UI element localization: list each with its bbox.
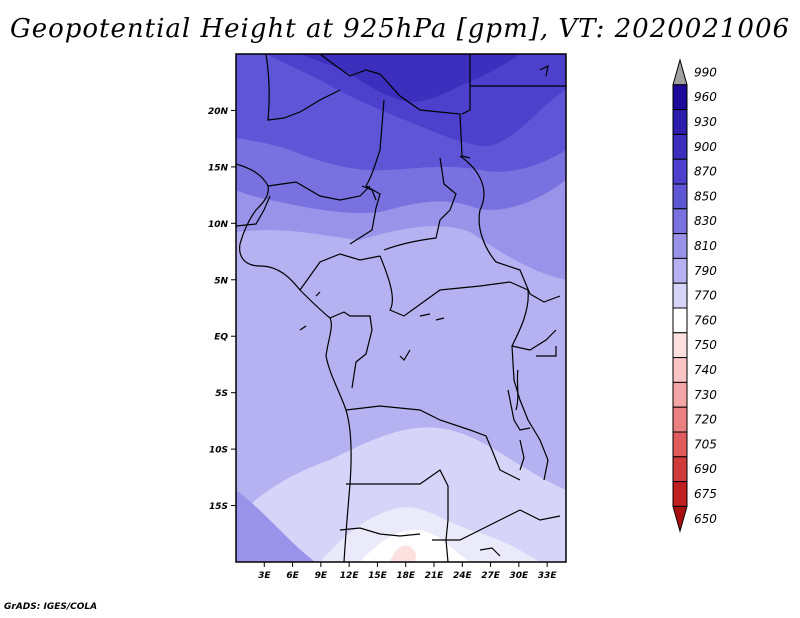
colorbar-swatch (672, 233, 688, 259)
lon-tick-label: 15E (368, 571, 388, 581)
colorbar-label: 650 (694, 512, 717, 526)
lat-tick-label: 10S (209, 446, 228, 456)
colorbar-label: 900 (694, 140, 717, 154)
colorbar-swatch (672, 208, 688, 235)
colorbar-swatch (672, 257, 688, 284)
colorbar-label: 750 (694, 338, 717, 352)
map-frame (235, 53, 567, 563)
lon-tick-label: 30E (510, 571, 530, 581)
lon-tick-label: 24E (453, 571, 473, 581)
colorbar-swatch (672, 158, 688, 185)
colorbar-label: 675 (694, 487, 717, 501)
colorbar-label: 990 (694, 65, 717, 79)
lat-tick-label: EQ (214, 333, 228, 343)
colorbar-label: 790 (694, 264, 717, 278)
lat-tick-label: 5S (215, 389, 228, 399)
lon-tick-label: 33E (538, 571, 558, 581)
lon-tick-label: 21E (425, 571, 445, 581)
colorbar-label: 960 (694, 90, 717, 104)
colorbar-swatch (672, 456, 688, 483)
lon-tick-label: 27E (481, 571, 501, 581)
colorbar-label: 930 (694, 115, 717, 129)
colorbar-label: 830 (694, 214, 717, 228)
lon-tick-label: 9E (315, 571, 328, 581)
lon-tick-label: 12E (340, 571, 360, 581)
colorbar-swatch (672, 357, 688, 383)
colorbar-swatch (672, 307, 688, 334)
grads-credit: GrADS: IGES/COLA (4, 602, 98, 612)
colorbar-arrow-top (672, 58, 688, 86)
lon-tick-label: 6E (286, 571, 299, 581)
lat-tick-label: 10N (208, 220, 229, 230)
colorbar-swatch (672, 84, 688, 111)
colorbar-swatch (672, 381, 688, 408)
longitude-axis: 3E 6E 9E 12E 15E 18E 21E 24E 27E 30E 33E (258, 562, 557, 581)
latitude-axis: 20N 15N 10N 5N EQ 5S 10S 15S (208, 107, 236, 512)
colorbar-swatch (672, 133, 688, 160)
colorbar-swatch (672, 282, 688, 309)
colorbar-swatch (672, 109, 688, 135)
lat-tick-label: 20N (208, 107, 229, 117)
colorbar-label: 690 (694, 462, 717, 476)
colorbar-label: 720 (694, 413, 717, 427)
colorbar-swatch (672, 183, 688, 210)
colorbar-swatch (672, 332, 688, 359)
lon-tick-label: 3E (258, 571, 271, 581)
colorbar-label: 740 (694, 363, 717, 377)
lat-tick-label: 15S (209, 502, 228, 512)
lat-tick-label: 15N (208, 163, 229, 173)
colorbar-label: 850 (694, 189, 717, 203)
map-title: Geopotential Height at 925hPa [gpm], VT:… (9, 14, 791, 44)
colorbar-swatch (672, 406, 688, 433)
colorbar-label: 810 (694, 239, 717, 253)
lon-tick-label: 18E (396, 571, 416, 581)
colorbar-label: 870 (694, 165, 717, 179)
colorbar-swatch (672, 481, 688, 507)
country-borders (236, 54, 566, 562)
colorbar-label: 770 (694, 289, 717, 303)
colorbar-arrow-bottom (672, 505, 688, 534)
lat-tick-label: 5N (214, 276, 228, 286)
colorbar-label: 730 (694, 388, 717, 402)
colorbar: 990 960 930 900 870 850 830 810 790 770 760 750 740 7… (672, 58, 717, 534)
colorbar-swatch (672, 431, 688, 458)
colorbar-label: 705 (694, 437, 717, 451)
height-field (236, 54, 566, 562)
colorbar-label: 760 (694, 313, 717, 327)
